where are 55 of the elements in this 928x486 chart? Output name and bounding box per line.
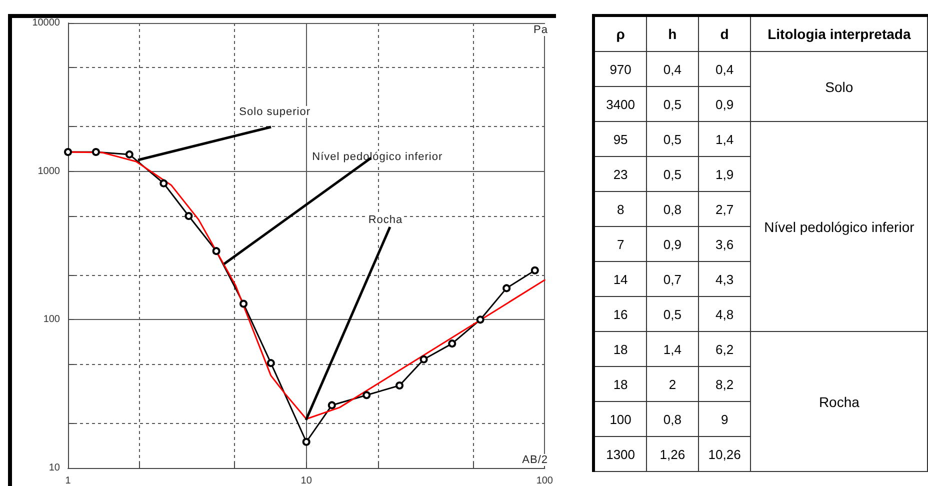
text: 100 — [610, 412, 632, 426]
x-tick-label: 1 — [65, 476, 72, 486]
annotation: Nível pedológico inferior — [311, 150, 444, 163]
y-tick-label: 10000 — [32, 18, 60, 28]
text: 18 — [613, 376, 628, 392]
text: 6,2 — [716, 342, 734, 356]
category-label: h — [646, 16, 698, 52]
text: Solo — [825, 78, 854, 94]
text: 23 — [613, 166, 628, 182]
y-tick-label: 1000 — [38, 166, 60, 177]
text: 0,5 — [663, 306, 682, 322]
text: 8,2 — [716, 376, 734, 392]
category-label: Litologia interpretada — [750, 16, 928, 52]
text: 0,8 — [663, 412, 682, 426]
category-label: ρ — [594, 16, 647, 52]
text: 9 — [720, 412, 728, 426]
text: 95 — [613, 132, 628, 146]
text: 10,26 — [708, 446, 741, 462]
text: 3400 — [606, 96, 636, 112]
text: 8 — [616, 202, 624, 216]
text: 0,5 — [663, 132, 682, 146]
text: Nível pedológico inferior — [764, 218, 914, 234]
text: 1300 — [606, 446, 636, 462]
text: 0,5 — [663, 96, 682, 112]
text: 0,4 — [716, 62, 734, 76]
text: 7 — [616, 236, 624, 252]
x-tick-label: 10 — [300, 476, 312, 486]
text: 2 — [668, 376, 676, 392]
text: 1,26 — [660, 446, 686, 462]
annotation: Solo superior — [238, 106, 312, 118]
text: 0,9 — [663, 236, 682, 252]
text: 0,7 — [663, 272, 682, 286]
text: Rocha — [818, 394, 860, 410]
text: 970 — [610, 62, 632, 76]
text: 1,4 — [663, 342, 682, 356]
x-axis-title: AB/2 — [521, 454, 549, 466]
y-axis-title: Pa — [532, 24, 549, 36]
text: 18 — [613, 342, 628, 356]
text: 0,9 — [716, 96, 734, 112]
annotation: Rocha — [367, 214, 404, 226]
text: 14 — [613, 272, 628, 286]
category-label: d — [698, 16, 751, 52]
text: 2,7 — [716, 202, 734, 216]
text: 4,3 — [716, 272, 734, 286]
text: 0,4 — [663, 62, 682, 76]
y-tick-label: 10 — [48, 462, 60, 474]
text: 1,4 — [716, 132, 734, 146]
x-tick-label: 100 — [536, 476, 554, 486]
y-tick-label: 100 — [43, 314, 60, 326]
text: 3,6 — [716, 236, 734, 252]
text: 1,9 — [716, 166, 734, 182]
text: 16 — [613, 306, 628, 322]
text: 0,5 — [663, 166, 682, 182]
text: 0,8 — [663, 202, 682, 216]
text: 4,8 — [716, 306, 734, 322]
